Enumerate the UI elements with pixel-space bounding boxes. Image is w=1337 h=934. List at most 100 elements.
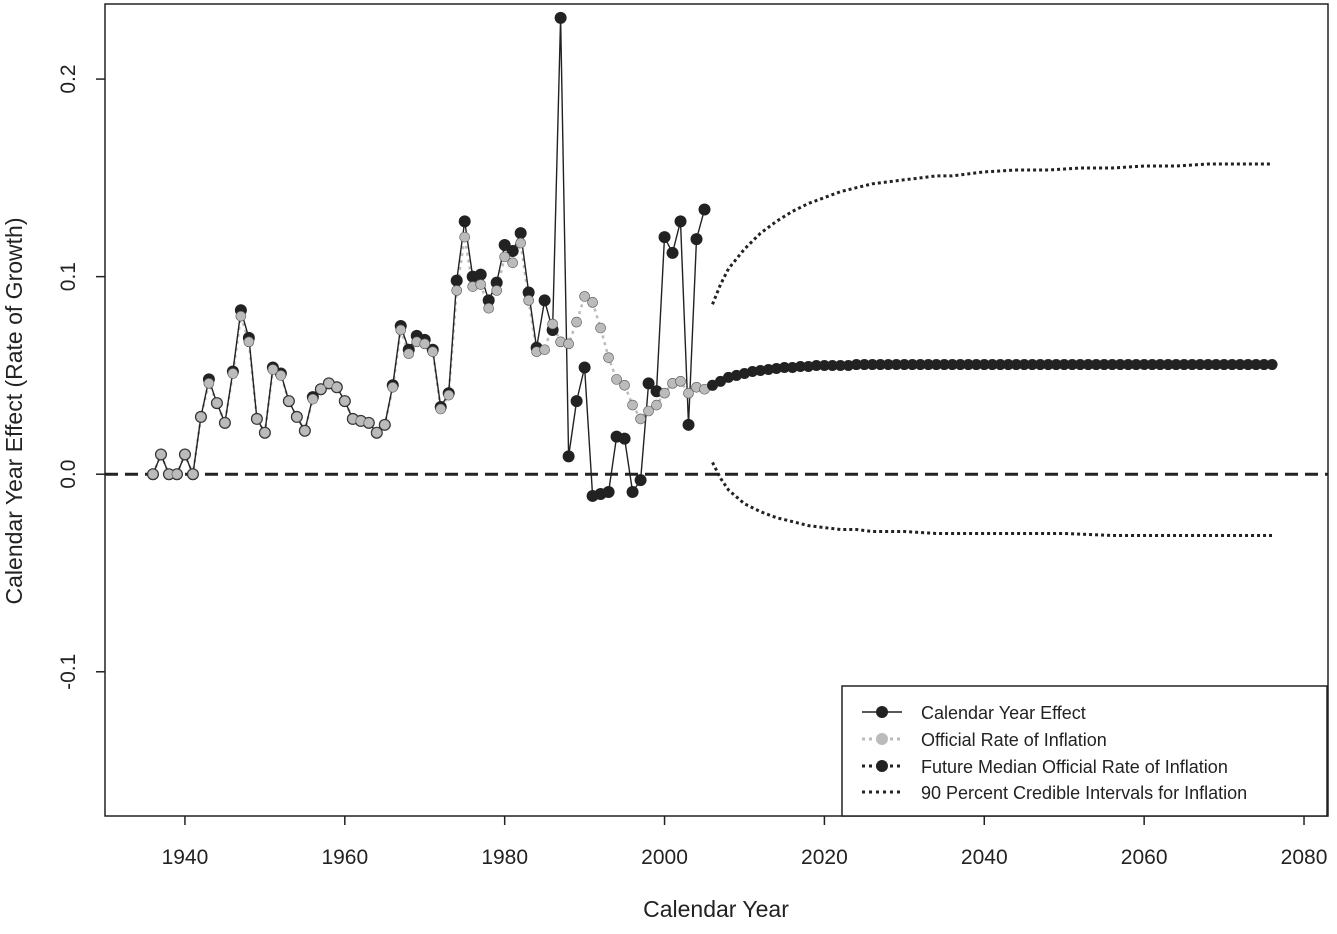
official-inflation-point bbox=[547, 318, 558, 330]
future-median-point bbox=[778, 362, 790, 374]
future-median-point bbox=[818, 360, 830, 372]
calendar-year-effect-line bbox=[152, 17, 706, 497]
x-tick-label: 2040 bbox=[961, 846, 1008, 869]
official-inflation-point bbox=[595, 322, 606, 334]
official-inflation-point bbox=[651, 399, 662, 411]
official-inflation-point bbox=[683, 387, 694, 399]
future-median-point bbox=[1074, 359, 1086, 371]
future-median-point bbox=[962, 359, 974, 371]
calendar-year-effect-point bbox=[690, 233, 703, 246]
official-inflation-point bbox=[187, 468, 199, 480]
future-median-point bbox=[1066, 359, 1078, 371]
official-inflation-point bbox=[539, 344, 550, 356]
calendar-year-effect-point bbox=[698, 203, 711, 216]
future-median-point bbox=[978, 359, 990, 371]
future-median-point bbox=[1266, 359, 1278, 371]
future-median-point bbox=[1090, 359, 1102, 371]
x-tick-label: 1960 bbox=[321, 846, 368, 869]
future-median-point bbox=[794, 361, 806, 373]
axis-layer: 1940 1960 1980 2000 2020 2040 2060 2080 -0.1 0.0 0… bbox=[57, 64, 1327, 869]
official-inflation-point bbox=[275, 370, 287, 381]
official-inflation-point bbox=[371, 427, 383, 439]
official-inflation-point bbox=[491, 285, 502, 296]
official-inflation-point bbox=[379, 419, 391, 431]
credible-interval-upper-line bbox=[711, 162, 1272, 305]
calendar-year-effect-point bbox=[618, 432, 631, 445]
future-median-point bbox=[1130, 359, 1142, 371]
official-inflation-point bbox=[659, 387, 670, 399]
x-tick-label: 1940 bbox=[162, 846, 209, 869]
future-median-point bbox=[810, 360, 822, 372]
y-tick-label: 0.0 bbox=[57, 460, 80, 489]
future-median-point bbox=[994, 359, 1006, 371]
legend-marker-official-rate bbox=[876, 733, 888, 745]
legend-marker-future-median bbox=[876, 760, 888, 772]
future-median-point bbox=[1098, 359, 1110, 371]
future-median-point bbox=[802, 361, 814, 373]
future-median-point bbox=[866, 359, 878, 371]
official-inflation-point bbox=[587, 297, 598, 308]
official-inflation-point bbox=[675, 376, 686, 387]
future-median-point bbox=[1058, 359, 1070, 371]
official-inflation-point bbox=[211, 397, 223, 409]
official-inflation-point bbox=[243, 336, 255, 348]
official-inflation-point bbox=[291, 411, 303, 423]
future-median-point bbox=[842, 360, 854, 372]
legend: Calendar Year Effect Official Rate of In… bbox=[841, 685, 1328, 817]
future-median-point bbox=[850, 359, 862, 371]
official-inflation-point bbox=[603, 352, 614, 363]
official-inflation-point bbox=[203, 378, 215, 389]
official-inflation-point bbox=[147, 468, 159, 480]
calendar-year-effect-point bbox=[570, 395, 583, 408]
calendar-year-effect-point bbox=[666, 246, 679, 259]
legend-entry-official-rate: Official Rate of Inflation bbox=[862, 730, 1107, 750]
future-median-point bbox=[1186, 359, 1198, 371]
future-median-point bbox=[1002, 359, 1014, 371]
calendar-year-effect-point bbox=[562, 450, 575, 463]
official-inflation-point bbox=[435, 403, 447, 415]
calendar-year-effect-point bbox=[482, 294, 495, 307]
future-median-point bbox=[922, 359, 934, 371]
official-inflation-point bbox=[643, 405, 654, 417]
future-median-point bbox=[1202, 359, 1214, 371]
future-median-point bbox=[914, 359, 926, 371]
calendar-year-effect-point bbox=[506, 244, 519, 257]
future-median-point bbox=[1162, 359, 1174, 371]
official-inflation-point bbox=[571, 316, 582, 328]
calendar-year-effect-point bbox=[682, 418, 695, 431]
future-median-point bbox=[746, 365, 758, 377]
official-inflation-point bbox=[395, 324, 407, 336]
calendar-year-effect-point bbox=[642, 377, 655, 390]
calendar-year-effect-point bbox=[658, 231, 671, 244]
future-median-point bbox=[906, 359, 918, 371]
official-inflation-point bbox=[339, 395, 351, 407]
official-inflation-point bbox=[635, 413, 646, 425]
legend-label-credible-intervals: 90 Percent Credible Intervals for Inflat… bbox=[921, 783, 1247, 803]
future-median-point bbox=[1242, 359, 1254, 371]
calendar-year-effect-point bbox=[602, 485, 615, 498]
calendar-year-effect-point bbox=[626, 485, 639, 498]
official-inflation-point bbox=[451, 285, 463, 296]
future-median-point bbox=[1210, 359, 1222, 371]
future-median-point bbox=[1026, 359, 1038, 371]
official-inflation-point bbox=[307, 393, 319, 405]
official-inflation-point bbox=[315, 383, 327, 395]
official-inflation-point bbox=[227, 368, 239, 379]
x-axis-title: Calendar Year bbox=[643, 896, 789, 922]
legend-entry-future-median: Future Median Official Rate of Inflation bbox=[862, 757, 1228, 777]
future-median-point bbox=[1226, 359, 1238, 371]
future-median-point bbox=[1154, 359, 1166, 371]
future-median-point bbox=[890, 359, 902, 371]
calendar-year-effect-point bbox=[554, 11, 567, 24]
future-median-point bbox=[770, 363, 782, 375]
official-inflation-point bbox=[235, 310, 247, 322]
official-inflation-point bbox=[515, 237, 526, 249]
official-inflation-point bbox=[619, 380, 630, 391]
future-median-point bbox=[954, 359, 966, 371]
future-median-point bbox=[986, 359, 998, 371]
calendar-year-effect-point bbox=[674, 215, 687, 228]
future-median-point bbox=[1250, 359, 1262, 371]
future-median-point bbox=[762, 363, 774, 375]
future-median-point bbox=[1218, 359, 1230, 371]
